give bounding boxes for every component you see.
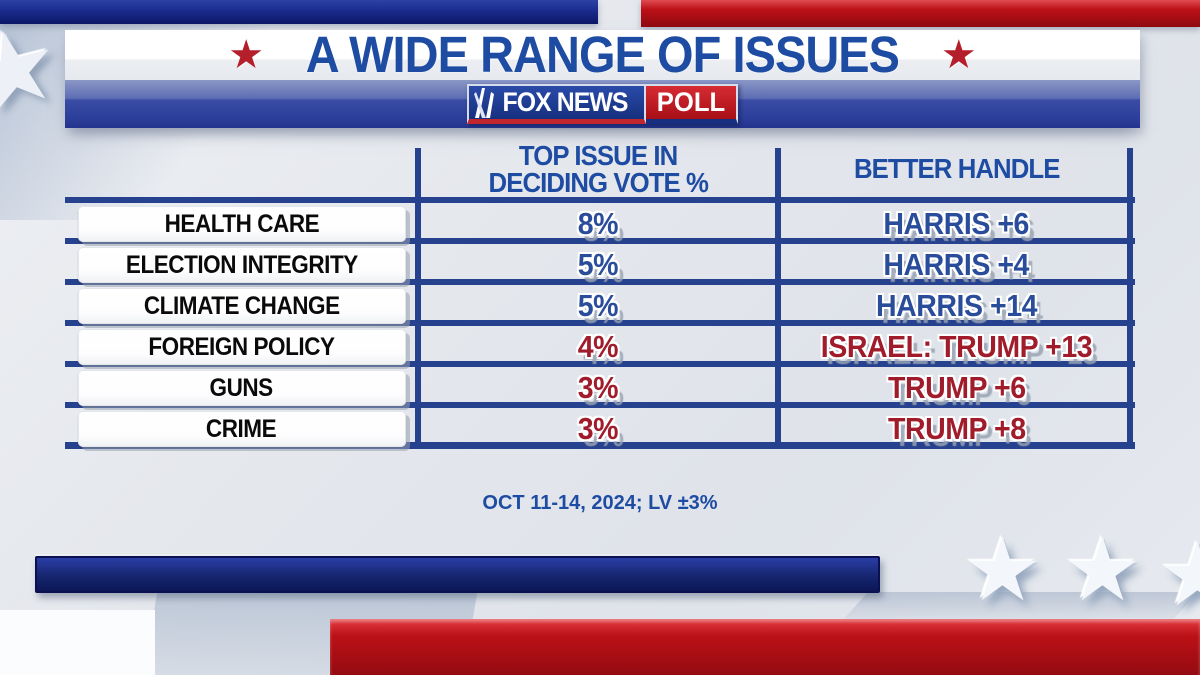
- top-issue-pct-cell: 3%: [418, 367, 778, 408]
- poll-date-footnote: OCT 11-14, 2024; LV ±3%: [482, 492, 718, 514]
- column-divider: [415, 148, 421, 449]
- page-title: A WIDE RANGE OF ISSUES: [305, 26, 900, 83]
- bottom-blue-bar: [35, 556, 880, 593]
- poll-logo-text: POLL: [656, 87, 725, 117]
- better-handle-value: HARRIS +6: [883, 206, 1030, 241]
- poll-logo-box: POLL: [645, 84, 738, 124]
- table-body: HEALTH CARE 8% HARRIS +6 ELECTION INTEGR…: [65, 203, 1135, 449]
- table-row: HEALTH CARE 8% HARRIS +6: [65, 203, 1135, 244]
- better-handle-cell: HARRIS +4: [778, 244, 1135, 285]
- better-handle-cell: ISRAEL: TRUMP +13: [778, 326, 1135, 367]
- fox-news-poll-logo: FOX NEWS POLL: [467, 84, 738, 124]
- better-handle-value: TRUMP +8: [887, 411, 1026, 446]
- better-handle-value: HARRIS +4: [883, 247, 1030, 282]
- top-issue-column-header: TOP ISSUE IN DECIDING VOTE %: [488, 139, 708, 198]
- bottom-star-icon: ★: [1158, 525, 1200, 624]
- searchlight-icon: [474, 87, 495, 118]
- top-issue-pct-cell: 5%: [418, 285, 778, 326]
- top-issue-pct-cell: 8%: [418, 203, 778, 244]
- better-handle-cell: HARRIS +6: [778, 203, 1135, 244]
- top-issue-pct-value: 4%: [577, 329, 619, 364]
- table-row: FOREIGN POLICY 4% ISRAEL: TRUMP +13: [65, 326, 1135, 367]
- better-handle-cell: HARRIS +14: [778, 285, 1135, 326]
- star-icon: ★: [228, 33, 265, 77]
- table-row: CLIMATE CHANGE 5% HARRIS +14: [65, 285, 1135, 326]
- better-handle-value: ISRAEL: TRUMP +13: [820, 329, 1093, 364]
- top-issue-pct-value: 3%: [577, 411, 619, 446]
- issue-pill: HEALTH CARE: [77, 205, 406, 242]
- top-issue-pct-value: 3%: [577, 370, 619, 405]
- issue-cell: HEALTH CARE: [65, 203, 418, 244]
- top-blue-stripe: [0, 0, 598, 24]
- issue-label: CRIME: [206, 414, 277, 443]
- fox-news-logo-text: FOX NEWS: [502, 87, 629, 117]
- issue-label: FOREIGN POLICY: [148, 332, 335, 361]
- issue-label: ELECTION INTEGRITY: [125, 250, 358, 279]
- bottom-star-icon: ★: [1063, 520, 1142, 619]
- title-band: ★ A WIDE RANGE OF ISSUES ★: [65, 26, 1140, 83]
- issue-cell: FOREIGN POLICY: [65, 326, 418, 367]
- fox-news-logo-box: FOX NEWS: [467, 84, 646, 124]
- table-row: CRIME 3% TRUMP +8: [65, 408, 1135, 449]
- top-issue-pct-value: 8%: [577, 206, 619, 241]
- issue-label: CLIMATE CHANGE: [143, 291, 340, 320]
- table-right-border: [1127, 148, 1133, 449]
- better-handle-value: HARRIS +14: [875, 288, 1038, 323]
- issue-pill: CRIME: [77, 410, 406, 447]
- logo-band: FOX NEWS POLL: [65, 80, 1140, 128]
- better-handle-value: TRUMP +6: [887, 370, 1026, 405]
- issue-pill: ELECTION INTEGRITY: [77, 246, 406, 283]
- corner-star-icon: ★: [0, 2, 72, 138]
- better-handle-cell: TRUMP +6: [778, 367, 1135, 408]
- header-panel: ★ A WIDE RANGE OF ISSUES ★ FOX NEWS POLL: [65, 26, 1140, 128]
- issue-cell: CRIME: [65, 408, 418, 449]
- table-header-row: TOP ISSUE IN DECIDING VOTE % BETTER HAND…: [65, 140, 1135, 203]
- issue-cell: GUNS: [65, 367, 418, 408]
- issue-pill: GUNS: [77, 369, 406, 406]
- background-white-shape: [0, 610, 155, 675]
- poll-table: TOP ISSUE IN DECIDING VOTE % BETTER HAND…: [65, 140, 1135, 449]
- top-issue-pct-value: 5%: [577, 288, 619, 323]
- star-icon: ★: [940, 33, 977, 77]
- top-issue-pct-cell: 4%: [418, 326, 778, 367]
- better-handle-cell: TRUMP +8: [778, 408, 1135, 449]
- better-handle-column-header: BETTER HANDLE: [853, 153, 1060, 184]
- issue-pill: CLIMATE CHANGE: [77, 287, 406, 324]
- table-row: ELECTION INTEGRITY 5% HARRIS +4: [65, 244, 1135, 285]
- top-issue-pct-cell: 5%: [418, 244, 778, 285]
- issue-cell: CLIMATE CHANGE: [65, 285, 418, 326]
- column-divider: [775, 148, 781, 449]
- top-red-stripe: [641, 0, 1200, 27]
- issue-cell: ELECTION INTEGRITY: [65, 244, 418, 285]
- bottom-star-icon: ★: [963, 520, 1042, 619]
- issue-label: GUNS: [209, 373, 274, 402]
- issue-label: HEALTH CARE: [164, 209, 319, 238]
- table-row: GUNS 3% TRUMP +6: [65, 367, 1135, 408]
- issue-column-header: [65, 140, 418, 197]
- top-issue-pct-cell: 3%: [418, 408, 778, 449]
- top-issue-pct-value: 5%: [577, 247, 619, 282]
- bottom-red-bar: [330, 619, 1200, 675]
- issue-pill: FOREIGN POLICY: [77, 328, 406, 365]
